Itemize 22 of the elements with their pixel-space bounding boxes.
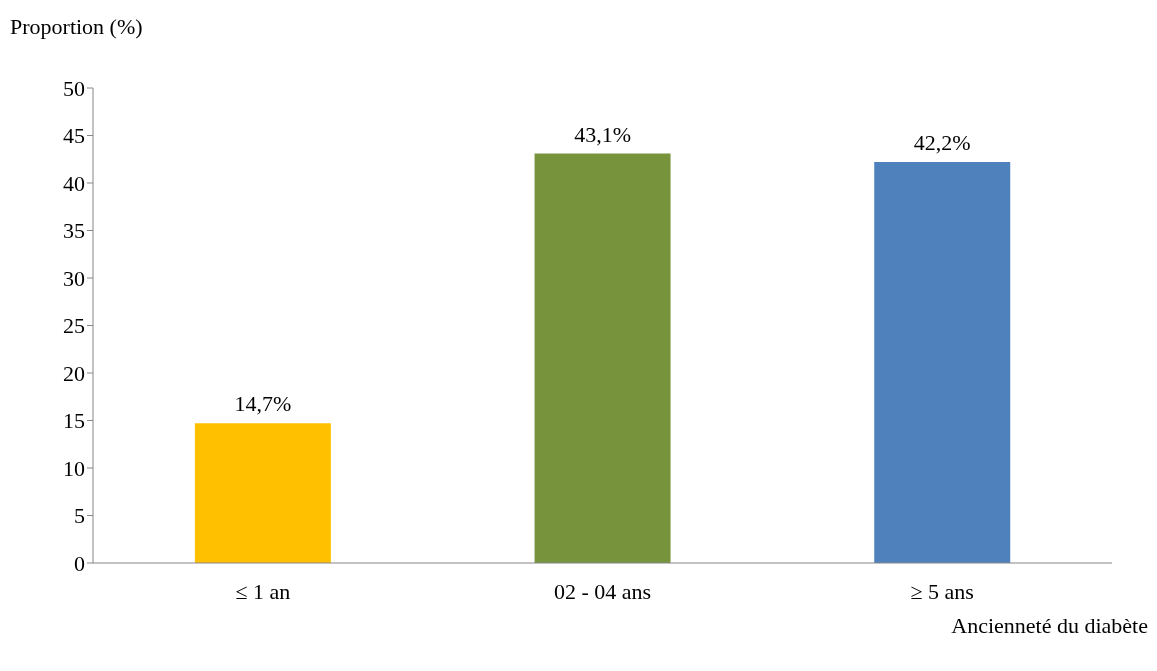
y-tick-label: 35	[63, 218, 85, 244]
y-tick-label: 15	[63, 408, 85, 434]
x-axis-title: Ancienneté du diabète	[951, 613, 1148, 639]
y-tick-label: 20	[63, 360, 85, 386]
x-tick-label: ≥ 5 ans	[910, 578, 974, 604]
y-tick-label: 50	[63, 75, 85, 101]
x-tick-label: 02 - 04 ans	[553, 578, 652, 604]
y-tick-label: 25	[63, 313, 85, 339]
y-tick-label: 10	[63, 455, 85, 481]
data-label: 42,2%	[913, 130, 971, 156]
data-label: 14,7%	[234, 391, 292, 417]
y-tick-label: 30	[63, 265, 85, 291]
x-tick-label: ≤ 1 an	[235, 578, 291, 604]
y-tick-label: 40	[63, 170, 85, 196]
y-tick-label: 45	[63, 123, 85, 149]
data-label: 43,1%	[574, 121, 631, 147]
y-tick-label: 5	[74, 503, 85, 529]
y-tick-label: 0	[74, 550, 85, 576]
y-axis-title: Proportion (%)	[10, 14, 143, 40]
bar	[534, 153, 671, 563]
bar	[194, 423, 331, 563]
bar	[874, 162, 1011, 563]
